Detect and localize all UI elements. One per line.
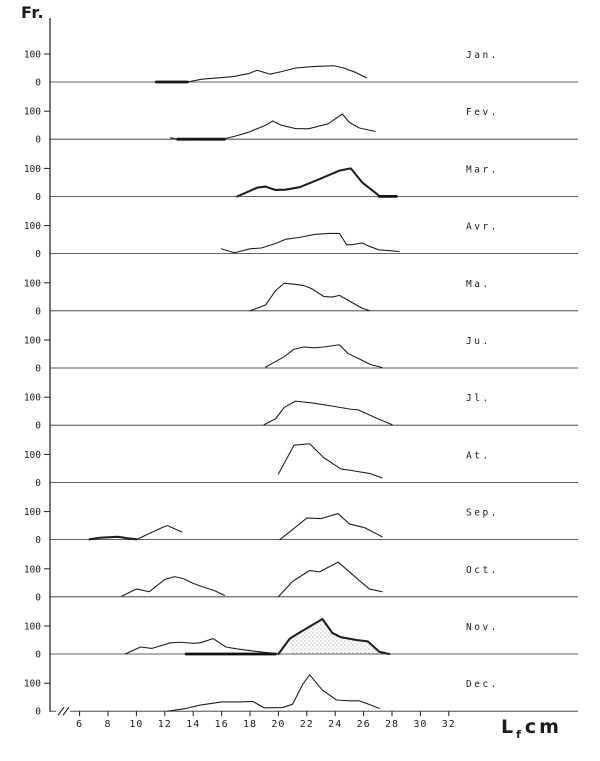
axis-break-slash [62,706,70,716]
y-tick-label-100: 100 [24,164,41,175]
y-tick-label-0: 0 [35,535,41,546]
x-tick-label: 32 [442,719,456,730]
month-label-at: At. [466,450,491,461]
x-tick-label: 30 [413,719,427,730]
frequency-curve [124,638,279,655]
month-label-mar: Mar. [466,164,499,175]
frequency-curve [88,535,138,541]
x-tick-label: 18 [243,719,257,730]
frequency-curve [277,561,383,598]
y-tick-label-100: 100 [24,278,41,289]
x-axis-title: Lf cm [501,716,562,741]
month-label-dec: Dec. [466,679,499,690]
x-axis-title-letter: L [501,716,517,738]
stipple-fill [289,619,380,654]
y-tick-label-100: 100 [24,507,41,518]
month-label-jl: Jl. [466,393,491,404]
x-tick-label: 8 [104,719,111,730]
panel-jan: 100 0 Jan. [24,50,578,89]
y-tick-label-0: 0 [35,364,41,375]
x-tick-label: 24 [328,719,342,730]
axis-break-gap [56,708,70,714]
y-tick-label-100: 100 [24,336,41,347]
frequency-curve [249,282,370,312]
y-tick-label-0: 0 [35,78,41,89]
y-tick-label-0: 0 [35,192,41,203]
month-label-ma: Ma. [466,279,491,290]
y-tick-label-0: 0 [35,592,41,603]
x-tick-label: 26 [357,719,371,730]
month-label-fev: Fev. [466,107,499,118]
y-axis-title: Fr. [21,3,45,22]
y-tick-label-100: 100 [24,50,41,61]
y-tick-label-0: 0 [35,650,41,661]
panel-dec: 100 0 Dec. [24,674,578,718]
x-tick-label: 28 [385,719,399,730]
month-label-jan: Jan. [466,50,499,61]
y-tick-label-100: 100 [24,622,41,633]
month-label-avr: Avr. [466,222,499,233]
frequency-curve [121,576,225,597]
y-tick-label-0: 0 [35,478,41,489]
frequency-curve [221,232,400,254]
y-tick-label-0: 0 [35,306,41,317]
x-tick-label: 6 [76,719,83,730]
y-tick-label-100: 100 [24,450,41,461]
month-label-nov: Nov. [466,622,499,633]
y-tick-label-0: 0 [35,421,41,432]
frequency-curve [135,525,183,541]
frequency-curve [155,65,367,83]
panel-sep: 100 0 Sep. [24,507,578,546]
x-axis-title-unit: cm [524,716,562,738]
frequency-curve [277,617,391,656]
frequency-curve [236,167,381,198]
month-label-ju: Ju. [466,336,491,347]
panel-ma: 100 0 Ma. [24,278,578,317]
y-tick-label-0: 0 [35,135,41,146]
frequency-curve [263,400,393,426]
panel-mar: 100 0 Mar. [24,164,578,203]
y-tick-label-0: 0 [35,707,41,718]
frequency-curve [279,513,383,541]
x-tick-label: 16 [215,719,229,730]
panel-avr: 100 0 Avr. [24,221,578,260]
month-label-sep: Sep. [466,508,499,519]
y-tick-label-100: 100 [24,564,41,575]
panel-jl: 100 0 Jl. [24,393,578,432]
x-tick-label: 12 [158,719,172,730]
y-tick-label-100: 100 [24,679,41,690]
y-tick-label-0: 0 [35,249,41,260]
x-tick-label: 10 [129,719,143,730]
month-label-oct: Oct. [466,565,499,576]
x-axis-title-subscript: f [516,727,521,741]
frequency-curve [167,674,380,712]
panel-ju: 100 0 Ju. [24,336,578,375]
panel-nov: 100 0 Nov. [24,617,578,661]
panel-oct: 100 0 Oct. [24,561,578,603]
frequency-curve [169,113,376,140]
panel-fev: 100 0 Fev. [24,107,578,146]
frequency-curve [265,344,383,368]
axis-break-slash [57,706,65,716]
y-tick-label-100: 100 [24,221,41,232]
y-tick-label-100: 100 [24,107,41,118]
y-tick-label-100: 100 [24,393,41,404]
panel-at: 100 0 At. [24,443,578,489]
frequency-curve [277,443,383,479]
x-tick-label: 14 [186,719,200,730]
x-tick-label: 20 [271,719,285,730]
x-tick-label: 22 [300,719,314,730]
